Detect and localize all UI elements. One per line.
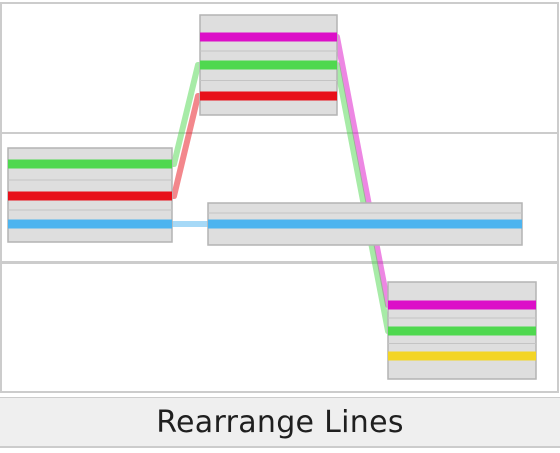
block-top[interactable] — [199, 14, 338, 116]
block-bottom-right-line-magenta[interactable] — [388, 300, 536, 310]
block-middle[interactable] — [207, 202, 523, 246]
block-left-line-red[interactable] — [8, 191, 172, 201]
row-lane-2 — [0, 261, 559, 393]
block-left[interactable] — [7, 147, 173, 243]
block-bottom-right-line-green[interactable] — [388, 326, 536, 336]
block-middle-line-blue[interactable] — [208, 219, 522, 229]
block-top-line-red[interactable] — [200, 91, 337, 101]
connection-red-block-left-to-block-top — [171, 93, 201, 199]
footer-bar[interactable] — [0, 398, 560, 446]
line-blocks[interactable] — [7, 14, 537, 380]
block-top-line-magenta[interactable] — [200, 32, 337, 42]
block-left-line-green[interactable] — [8, 159, 172, 169]
block-top-line-green[interactable] — [200, 60, 337, 70]
connection-green-block-left-to-block-top — [171, 62, 201, 167]
block-left-line-blue[interactable] — [8, 219, 172, 229]
block-bottom-right[interactable] — [387, 281, 537, 380]
block-bottom-right-line-yellow[interactable] — [388, 351, 536, 361]
footer[interactable] — [0, 397, 560, 448]
